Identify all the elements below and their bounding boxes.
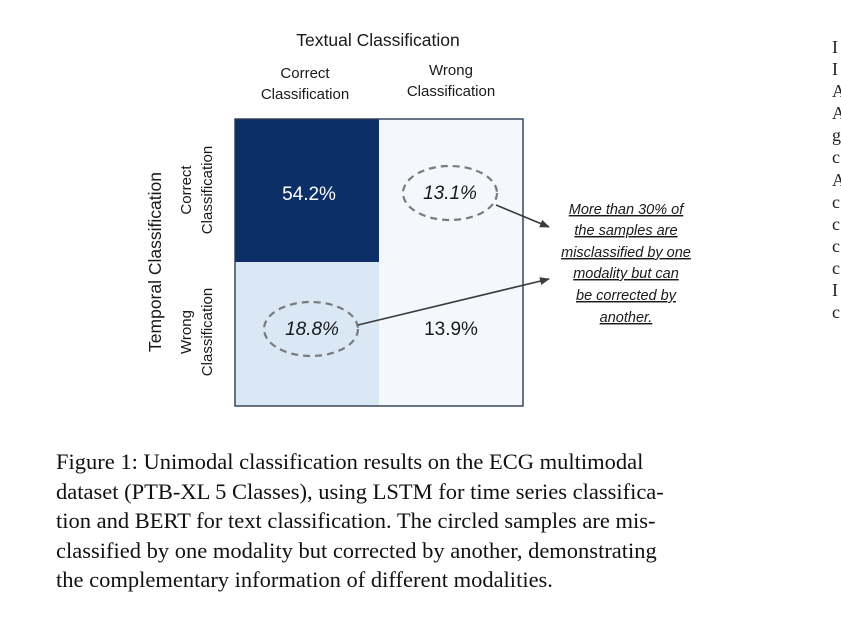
- fragment-char: g: [832, 125, 841, 146]
- cell-value-wrong-wrong: 13.9%: [424, 319, 478, 340]
- fragment-char: c: [832, 235, 840, 256]
- fragment-char: I: [832, 59, 838, 80]
- dashed-circle-correct-wrong: [401, 164, 499, 222]
- figure-caption: Figure 1: Unimodal classification result…: [56, 447, 786, 595]
- arrow-lower: [357, 277, 550, 326]
- fragment-char: c: [832, 191, 840, 212]
- annotation-line-4: modality but can: [573, 266, 679, 282]
- fragment-char: c: [832, 302, 840, 323]
- caption-line-3: tion and BERT for text classification. T…: [56, 508, 656, 534]
- figure-title: Textual Classification: [296, 30, 459, 50]
- cell-value-correct-correct: 54.2%: [282, 184, 336, 205]
- row-header-correct-line1: Correct: [178, 165, 195, 215]
- annotation-line-6: another.: [600, 310, 653, 326]
- row-header-wrong-line2: Classification: [199, 288, 216, 376]
- column-header-wrong-line1: Wrong: [429, 62, 473, 79]
- annotation-line-1: More than 30% of: [569, 202, 685, 218]
- fragment-char: c: [832, 213, 840, 234]
- cell-correct-correct: [235, 119, 379, 262]
- fragment-char: A: [832, 169, 841, 190]
- fragment-char: A: [832, 81, 841, 102]
- fragment-char: c: [832, 147, 840, 168]
- row-axis-title: Temporal Classification: [145, 172, 165, 352]
- annotation-line-2: the samples are: [574, 223, 677, 239]
- caption-line-4: classified by one modality but corrected…: [56, 537, 657, 563]
- confusion-matrix-figure: Textual Classification Correct Classific…: [145, 30, 691, 407]
- row-header-correct-line2: Classification: [199, 146, 216, 234]
- caption-line-1: Figure 1: Unimodal classification result…: [56, 449, 644, 474]
- cell-value-wrong-correct: 18.8%: [285, 319, 339, 340]
- column-header-wrong-line2: Classification: [407, 83, 495, 100]
- fragment-char: I: [832, 37, 838, 57]
- row-header-wrong-line1: Wrong: [178, 310, 195, 354]
- column-header-correct-line2: Classification: [261, 86, 349, 103]
- fragment-char: I: [832, 280, 838, 301]
- annotation-line-5: be corrected by: [576, 288, 677, 304]
- cell-wrong-wrong: [379, 262, 523, 406]
- adjacent-column-fragments: I I A A g c A c c c c I c: [832, 36, 841, 416]
- dashed-circle-wrong-correct: [262, 300, 360, 358]
- cell-wrong-correct: [235, 262, 379, 406]
- caption-line-5: the complementary information of differe…: [56, 567, 553, 593]
- fragment-char: c: [832, 257, 840, 278]
- fragment-char: A: [832, 103, 841, 124]
- cell-value-correct-wrong: 13.1%: [423, 183, 477, 204]
- arrow-upper: [495, 204, 550, 228]
- annotation-line-3: misclassified by one: [561, 245, 691, 261]
- caption-line-2: dataset (PTB-XL 5 Classes), using LSTM f…: [56, 478, 664, 504]
- matrix-frame: [234, 118, 524, 407]
- column-header-correct-line1: Correct: [280, 65, 330, 82]
